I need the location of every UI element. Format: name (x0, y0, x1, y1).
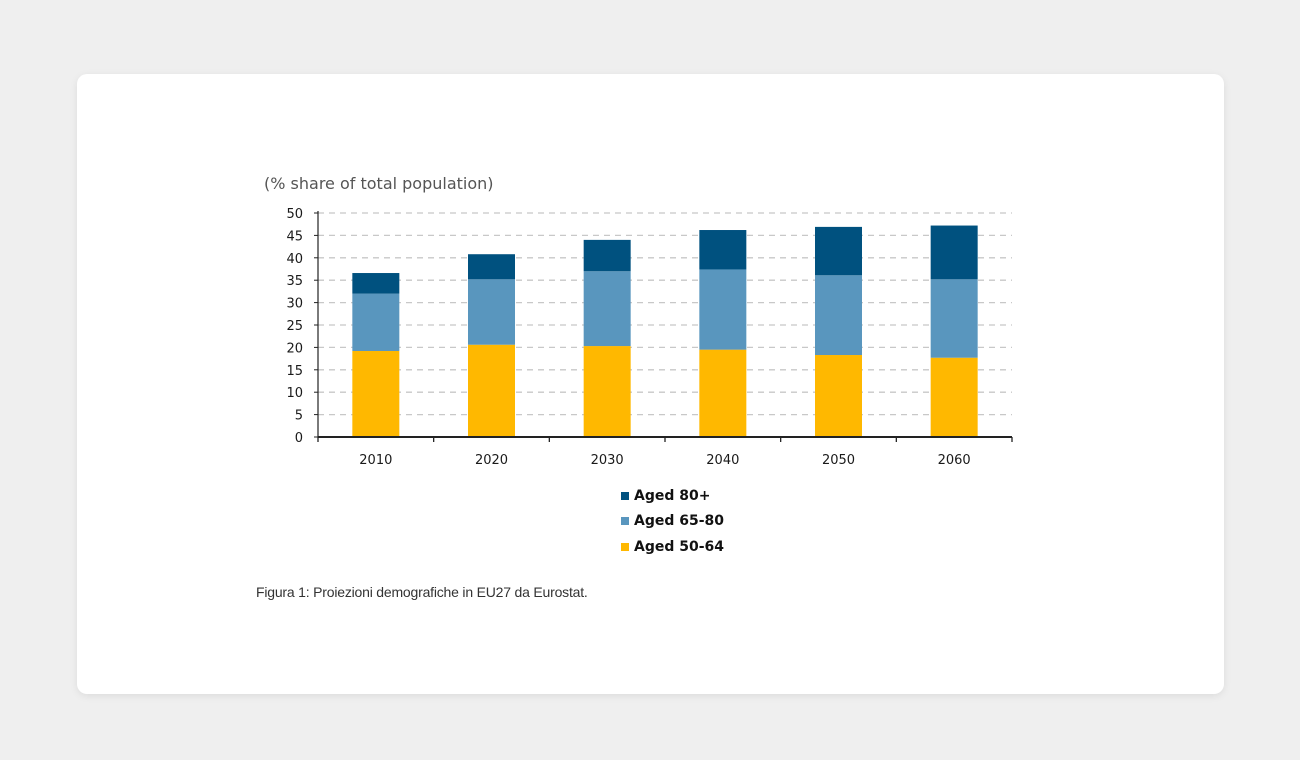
bar-aged-50-64-2060 (930, 357, 978, 437)
y-axis-label: (% share of total population) (264, 174, 494, 193)
axes (314, 211, 1013, 442)
y-tick-label: 0 (295, 431, 303, 446)
bar-aged-80--2020 (468, 254, 515, 280)
bar-aged-50-64-2050 (815, 355, 862, 437)
bar-aged-80--2050 (815, 226, 862, 276)
gridlines (318, 212, 1012, 416)
y-tick-label: 50 (286, 207, 303, 222)
x-tick-label: 2040 (706, 453, 739, 468)
bar-aged-65-80-2040 (699, 269, 747, 350)
tick-labels: 0 5 10 15 20 25 30 35 40 45 50 2010 2020 2030 2040 2050… (286, 207, 970, 468)
legend-swatch (621, 542, 629, 551)
legend-swatch (621, 517, 629, 526)
legend-item: Aged 50-64 (621, 534, 724, 560)
bar-aged-65-80-2020 (468, 279, 515, 345)
x-tick-label: 2010 (359, 453, 392, 468)
bar-aged-50-64-2010 (352, 350, 400, 437)
x-tick-label: 2020 (475, 453, 508, 468)
y-tick-label: 15 (286, 364, 303, 379)
legend-swatch (621, 491, 629, 500)
y-tick-label: 45 (286, 229, 303, 244)
legend-item: Aged 80+ (621, 483, 724, 509)
legend-label: Aged 65-80 (634, 513, 725, 530)
chart-legend: Aged 80+ Aged 65-80 Aged 50-64 (621, 483, 724, 560)
bar-aged-65-80-2030 (583, 271, 631, 347)
bars (352, 225, 978, 437)
bar-aged-80--2010 (352, 273, 400, 294)
y-tick-label: 25 (286, 319, 303, 334)
bar-aged-80--2030 (583, 239, 631, 272)
bar-aged-50-64-2030 (583, 346, 631, 437)
y-tick-label: 5 (295, 409, 303, 424)
y-tick-label: 10 (286, 386, 303, 401)
legend-label: Aged 50-64 (634, 538, 725, 555)
legend-item: Aged 65-80 (621, 509, 724, 535)
figure-caption: Figura 1: Proiezioni demografiche in EU2… (256, 584, 588, 600)
bar-aged-50-64-2040 (699, 349, 747, 437)
bar-aged-65-80-2050 (815, 275, 862, 356)
x-tick-label: 2050 (822, 453, 855, 468)
bar-aged-80--2040 (699, 230, 747, 270)
figure-card (77, 74, 1224, 694)
bar-aged-80--2060 (930, 225, 978, 280)
y-tick-label: 40 (286, 252, 303, 267)
bar-aged-65-80-2010 (352, 293, 400, 351)
y-tick-label: 20 (286, 341, 303, 356)
y-tick-label: 30 (286, 297, 303, 312)
x-tick-label: 2060 (938, 453, 971, 468)
bar-aged-65-80-2060 (930, 279, 978, 358)
bar-aged-50-64-2020 (468, 344, 515, 437)
y-tick-label: 35 (286, 274, 303, 289)
x-tick-label: 2030 (591, 453, 624, 468)
legend-label: Aged 80+ (634, 487, 711, 504)
